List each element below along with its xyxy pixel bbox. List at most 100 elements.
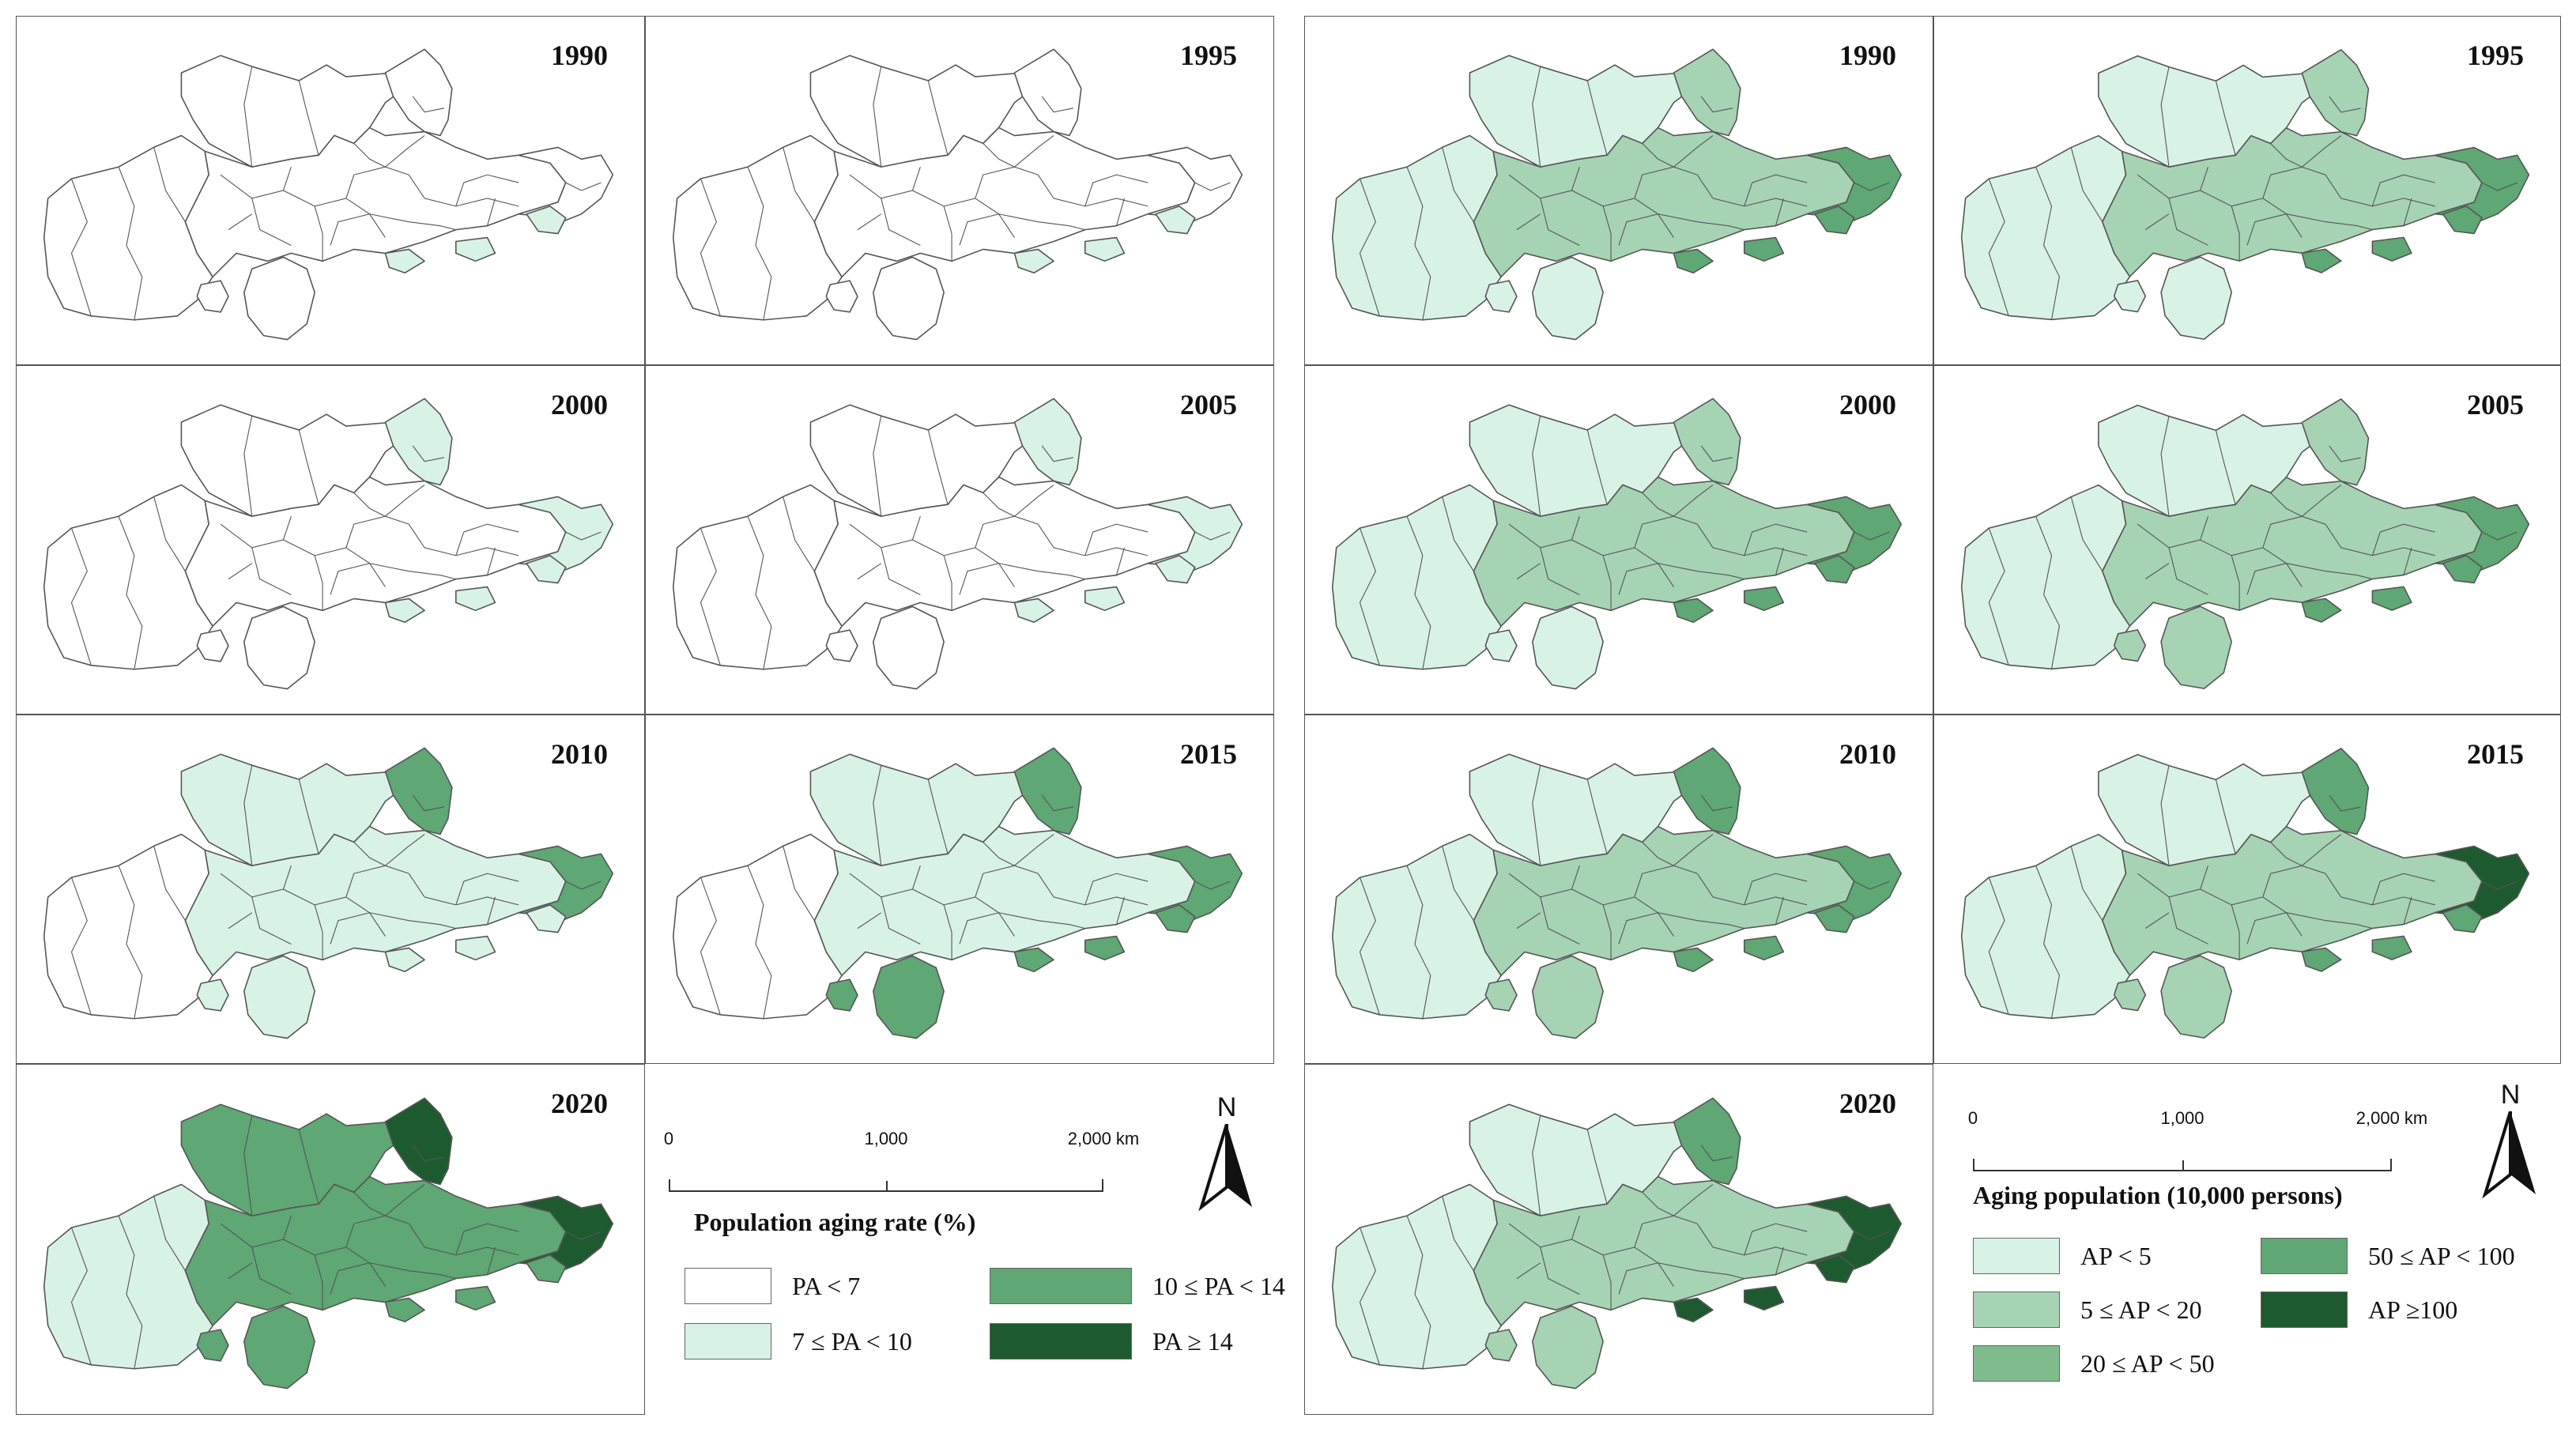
map-boundary-line (243, 765, 253, 866)
map-boundary-line (385, 1184, 425, 1216)
map-region-northeast (1013, 747, 1082, 835)
legend-item: PA ≥ 14 (990, 1323, 1233, 1359)
map-boundary-line (439, 1274, 456, 1280)
map-boundary-line (1516, 1262, 1541, 1280)
map-boundary-line (911, 865, 921, 890)
map-boundary-line (998, 213, 1070, 227)
map-boundary-line (315, 896, 386, 937)
left-map-2020 (43, 1097, 614, 1390)
map-boundary-line (2215, 779, 2236, 854)
left-map-panel-2015: 2015 (645, 715, 1274, 1064)
map-region-northeast (384, 1097, 453, 1186)
map-boundary-line (439, 924, 456, 930)
map-boundary-line (1540, 547, 1580, 595)
legend-swatch (685, 1323, 771, 1359)
left-map-panel-2020: 2020 (16, 1064, 645, 1415)
scale-mid-tick (2182, 1160, 2184, 1171)
map-boundary-line (1508, 523, 1604, 556)
map-boundary-line (251, 896, 292, 945)
panel-year: 2005 (1180, 389, 1237, 420)
right-map-panel-1995: 1995 (1933, 16, 2561, 365)
map-region-northeast (1673, 48, 1741, 137)
map-boundary-line (2160, 66, 2170, 168)
panel-year: 2000 (551, 389, 608, 420)
map-region-east (1806, 146, 1903, 224)
map-region-south (243, 256, 315, 341)
map-boundary-line (1642, 143, 1674, 168)
map-boundary-line (118, 516, 143, 669)
map-boundary-line (2144, 912, 2170, 929)
map-boundary-line (1442, 496, 1474, 571)
map-boundary-line (486, 1246, 496, 1275)
legend-label: PA < 7 (792, 1271, 861, 1300)
map-boundary-line (2231, 896, 2303, 937)
map-boundary-line (385, 834, 425, 866)
map-boundary-line (700, 178, 721, 316)
map-boundary-line (1115, 547, 1125, 575)
map-boundary-line (2160, 765, 2170, 866)
map-boundary-line (2325, 523, 2435, 556)
map-boundary-line (2262, 515, 2326, 549)
map-boundary-line (1854, 182, 1890, 191)
map-boundary-line (2286, 912, 2357, 926)
right-map-1990 (1331, 48, 1903, 341)
map-region-highlight (1673, 1254, 1855, 1323)
map-boundary-line (298, 779, 319, 854)
map-region-south-small (2113, 280, 2147, 313)
map-boundary-line (2070, 846, 2103, 921)
legend-item: 50 ≤ AP < 100 (2261, 1238, 2515, 1274)
map-boundary-line (983, 842, 1015, 866)
scale-label-2000: 2,000 km (2355, 1108, 2428, 1128)
map-region-south (873, 955, 945, 1039)
map-boundary-line (1571, 167, 1580, 191)
map-region-northeast (384, 747, 453, 835)
legend-item: 20 ≤ AP < 50 (1973, 1345, 2215, 1382)
panel-year: 1995 (1180, 40, 1237, 71)
map-boundary-line (439, 225, 456, 231)
map-boundary-line (2356, 924, 2373, 930)
left-map-panel-2000: 2000 (16, 365, 645, 715)
map-boundary-line (944, 547, 1015, 587)
map-boundary-line (486, 896, 496, 925)
map-boundary-line (2270, 492, 2303, 517)
panel-year: 2000 (1839, 389, 1896, 420)
map-boundary-line (1406, 865, 1431, 1019)
map-boundary-line (1700, 1145, 1733, 1162)
map-boundary-line (1069, 924, 1085, 930)
map-boundary-line (315, 547, 386, 587)
map-boundary-line (243, 416, 253, 517)
map-boundary-line (1115, 198, 1125, 226)
legend-label: 10 ≤ PA < 14 (1152, 1271, 1285, 1300)
map-boundary-line (1744, 174, 1808, 207)
map-region-east (518, 845, 614, 923)
left-map-panel-2005: 2005 (645, 365, 1274, 715)
map-boundary-line (2231, 206, 2240, 262)
legend-item: AP < 5 (1973, 1238, 2152, 1274)
legend-swatch (2261, 1292, 2348, 1328)
map-boundary-line (345, 515, 409, 549)
map-region-south (2160, 256, 2232, 340)
map-boundary-line (1586, 1129, 1608, 1205)
map-boundary-line (118, 1216, 143, 1369)
map-boundary-line (455, 523, 519, 556)
map-region-highlight (384, 1254, 567, 1323)
map-boundary-line (1775, 547, 1784, 575)
map-boundary-line (1115, 896, 1125, 925)
panel-year: 2020 (551, 1088, 608, 1119)
map-boundary-line (220, 523, 315, 556)
north-label: N (1216, 1092, 1237, 1122)
map-boundary-line (1854, 531, 1890, 541)
map-boundary-line (369, 912, 441, 926)
map-boundary-line (2481, 182, 2518, 191)
map-boundary-line (251, 547, 292, 595)
map-boundary-line (2215, 81, 2236, 156)
right-map-panel-2015: 2015 (1933, 715, 2561, 1064)
map-region-south (2160, 605, 2232, 689)
map-boundary-line (228, 213, 253, 231)
map-boundary-line (282, 1216, 292, 1240)
map-region-northeast (2301, 398, 2370, 486)
map-region-northeast (1673, 398, 1741, 486)
map-boundary-line (2301, 834, 2342, 866)
map-boundary-line (2325, 873, 2435, 906)
map-region-northeast (1673, 1097, 1741, 1186)
